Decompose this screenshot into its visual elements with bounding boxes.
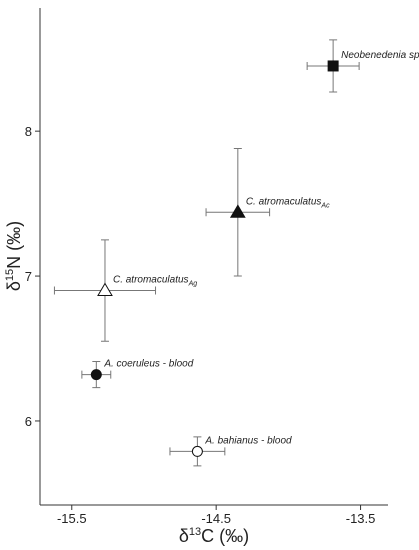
x-axis-label: δ13C (‰)	[179, 526, 249, 546]
point-label-name: A. bahianus - blood	[204, 435, 292, 446]
point-label-name: C. atromaculatus	[113, 275, 189, 286]
y-label-symbol: δ	[4, 281, 24, 291]
y-label-text: N (‰)	[4, 221, 24, 269]
point-label: A. bahianus - blood	[204, 435, 292, 446]
y-tick-label: 6	[25, 414, 32, 429]
point-label-name: C. atromaculatus	[246, 196, 322, 207]
point-label-sub: Ag	[188, 281, 198, 288]
x-tick-label: -13.5	[346, 511, 376, 526]
point	[97, 282, 113, 297]
point-label-name: Neobenedenia sp.	[341, 50, 419, 61]
x-label-symbol: δ	[179, 526, 189, 546]
point-label: C. atromaculatusAc	[246, 196, 330, 209]
point-label: A. coeruleus - blood	[103, 359, 193, 370]
x-label-text: C (‰)	[201, 526, 249, 546]
x-tick-label: -14.5	[201, 511, 231, 526]
point-label: Neobenedenia sp.Ac	[341, 50, 419, 63]
y-tick-label: 8	[25, 124, 32, 139]
point-label: C. atromaculatusAg	[113, 275, 197, 288]
point	[90, 369, 102, 381]
point	[229, 204, 246, 218]
x-tick-label: -15.5	[57, 511, 87, 526]
y-label-sup: 15	[4, 269, 16, 281]
point-label-sub: Ac	[320, 202, 330, 209]
point	[327, 60, 339, 72]
x-label-sup: 13	[189, 526, 201, 538]
point-label-name: A. coeruleus - blood	[103, 359, 193, 370]
point	[191, 445, 203, 457]
y-axis-label: δ15N (‰)	[4, 221, 24, 291]
y-tick-label: 7	[25, 269, 32, 284]
